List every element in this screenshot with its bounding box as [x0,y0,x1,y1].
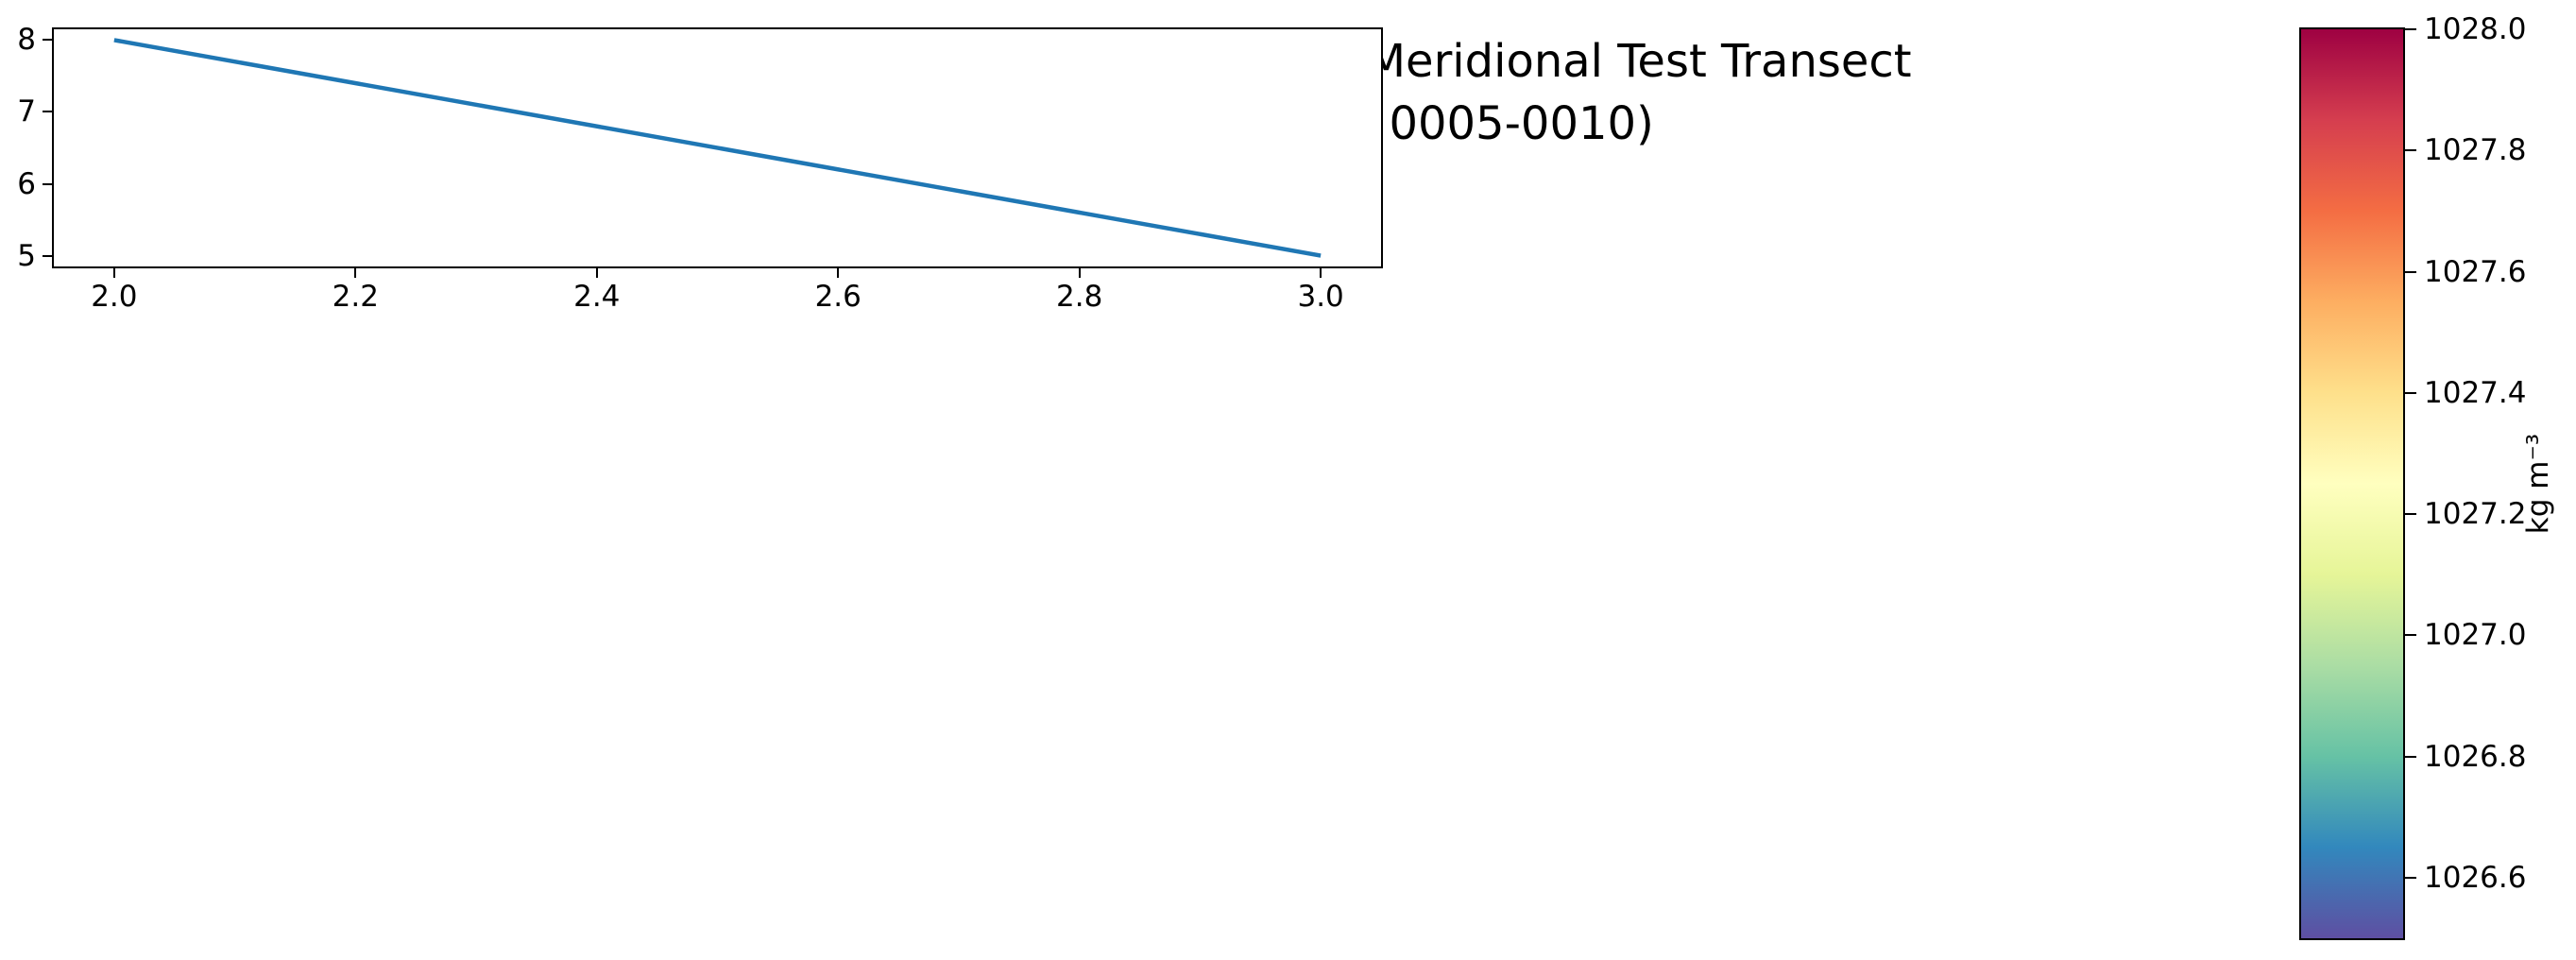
transect-data-line [113,38,1322,258]
y-tick-label: 8 [17,23,36,58]
y-tick-label: 7 [17,94,36,129]
x-tick-label: 2.4 [573,280,621,314]
colorbar [2299,27,2405,940]
y-tick-label: 5 [17,238,36,273]
x-tick [354,266,357,278]
x-tick [595,266,598,278]
colorbar-tick-label: 1027.0 [2424,618,2527,653]
colorbar-tick [2405,513,2416,516]
colorbar-tick-label: 1027.4 [2424,375,2527,410]
colorbar-tick [2405,149,2416,152]
x-tick [112,266,115,278]
colorbar-tick-label: 1026.6 [2424,860,2527,895]
colorbar-tick [2405,876,2416,879]
colorbar-unit-label: kg m⁻³ [2521,433,2555,535]
colorbar-tick-label: 1028.0 [2424,12,2527,46]
colorbar-tick [2405,391,2416,394]
colorbar-tick [2405,755,2416,758]
colorbar-tick [2405,270,2416,273]
y-tick [43,39,54,42]
line-plot-drawing-area [113,38,1322,258]
x-tick [837,266,840,278]
y-tick [43,182,54,185]
colorbar-tick-label: 1027.6 [2424,254,2527,289]
colorbar-tick [2405,634,2416,637]
x-tick-label: 2.6 [814,280,862,314]
colorbar-tick-label: 1027.2 [2424,497,2527,532]
line-plot-axes [52,27,1383,268]
x-tick [1320,266,1322,278]
x-tick [1078,266,1081,278]
colorbar-tick-label: 1026.8 [2424,739,2527,774]
colorbar-tick-label: 1027.8 [2424,133,2527,168]
x-tick-label: 2.2 [332,280,379,314]
y-tick-label: 6 [17,166,36,201]
x-tick-label: 3.0 [1297,280,1344,314]
y-tick [43,111,54,113]
colorbar-tick [2405,28,2416,30]
x-tick-label: 2.0 [91,280,138,314]
x-tick-label: 2.8 [1056,280,1103,314]
y-tick [43,254,54,257]
